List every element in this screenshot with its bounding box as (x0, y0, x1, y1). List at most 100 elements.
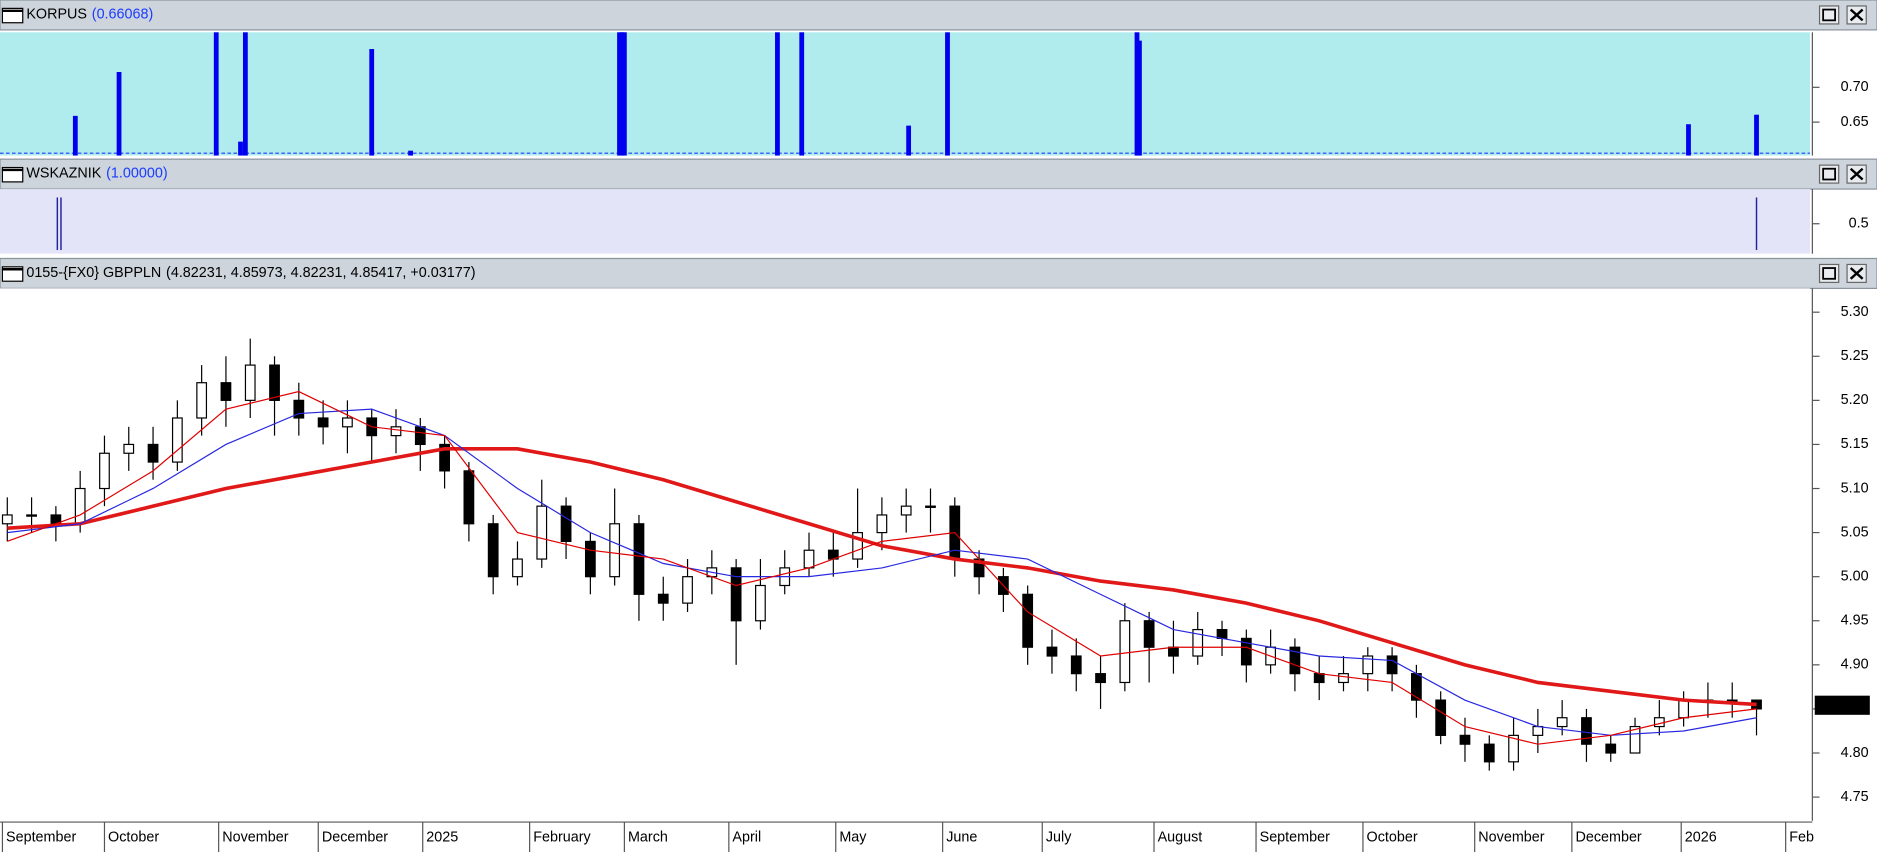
spike (799, 32, 805, 156)
last-price-label: 4.85417 (1816, 697, 1868, 713)
x-tick-label: May (839, 829, 867, 845)
maximize-glyph[interactable] (1822, 167, 1837, 181)
candle-body (1678, 699, 1690, 719)
maximize-glyph[interactable] (1822, 267, 1837, 280)
maximize-button[interactable] (1818, 263, 1840, 284)
panel-title-name: KORPUS (26, 6, 87, 22)
close-glyph[interactable] (1849, 8, 1864, 22)
candle-body (439, 443, 450, 472)
y-tick-label: 5.30 (1841, 304, 1869, 320)
candle-body (1313, 673, 1325, 684)
spike (1134, 32, 1140, 156)
candle-body (1411, 673, 1422, 701)
candle-body (560, 505, 572, 543)
y-tick-label: 4.95 (1841, 613, 1869, 629)
candle-body (1192, 628, 1204, 657)
panel-header (0, 257, 1877, 289)
candle-body (925, 505, 936, 508)
candle-body (1605, 743, 1617, 754)
x-tick-label: October (1367, 829, 1418, 845)
panel-title-name: WSKAZNIK (26, 165, 101, 181)
candle-body (584, 540, 596, 578)
candle-body (269, 364, 280, 401)
moving-average (7, 408, 1757, 736)
x-tick-label: September (6, 829, 76, 845)
candle-body (1483, 743, 1495, 763)
candle-body (1168, 646, 1179, 657)
candle-body (1070, 655, 1082, 675)
candle-body (1022, 593, 1034, 648)
y-tick-label: 0.65 (1841, 114, 1869, 130)
x-tick-label: October (108, 829, 159, 845)
candle-body (1653, 717, 1665, 728)
close-button[interactable] (1846, 164, 1867, 184)
candle-body (196, 382, 208, 419)
candle-body (609, 523, 621, 578)
x-tick-label: August (1158, 829, 1203, 845)
spike (621, 32, 627, 156)
panel-title-value: (4.82231, 4.85973, 4.82231, 4.85417, +0.… (166, 265, 475, 281)
maximize-button[interactable] (1818, 164, 1840, 184)
panel-header (0, 0, 1877, 31)
spike (1686, 124, 1691, 156)
spike (906, 125, 912, 156)
candle-body (803, 549, 815, 569)
candle-body (852, 531, 863, 560)
x-tick-label: 2025 (426, 829, 458, 845)
maximize-button[interactable] (1818, 5, 1840, 25)
y-tick-label: 5.20 (1841, 392, 1869, 408)
candle-body (1338, 673, 1349, 684)
y-tick-label: 0.70 (1841, 79, 1869, 95)
panel-title-value: (1.00000) (106, 165, 167, 181)
candle-body (536, 505, 548, 560)
candle-body (657, 593, 669, 604)
y-tick-label: 0.5 (1849, 216, 1869, 232)
candle-body (1386, 655, 1398, 675)
x-tick-label: April (732, 829, 761, 845)
candle-body (1143, 620, 1155, 648)
candle-body (26, 514, 37, 517)
candle-body (1046, 646, 1058, 657)
candle-body (1508, 734, 1519, 763)
candle-body (99, 452, 110, 490)
x-tick-label: September (1260, 829, 1330, 845)
spike (369, 49, 375, 156)
y-tick-label: 5.00 (1841, 568, 1869, 584)
spike (242, 32, 248, 156)
y-tick-label: 5.05 (1841, 524, 1869, 540)
close-glyph[interactable] (1849, 167, 1864, 181)
plot-background (0, 189, 1810, 254)
candle-body (1216, 628, 1228, 639)
candle-body (123, 443, 135, 454)
candle-body (342, 417, 353, 428)
x-tick-label: Feb (1789, 829, 1814, 845)
candle-body (512, 558, 523, 578)
panel-title-value: (0.66068) (92, 6, 153, 22)
candle-body (487, 523, 499, 578)
candle-body (1095, 673, 1106, 684)
candle-body (1240, 637, 1252, 666)
close-button[interactable] (1846, 263, 1867, 284)
candle-body (463, 470, 475, 525)
y-tick-label: 4.75 (1841, 789, 1869, 805)
candle-body (1362, 655, 1374, 675)
x-tick-label: June (946, 829, 977, 845)
candle-body (171, 417, 183, 463)
candle-body (1, 514, 13, 525)
time-axis (0, 820, 1877, 852)
close-button[interactable] (1846, 5, 1867, 25)
maximize-glyph[interactable] (1822, 8, 1837, 22)
candle-body (1459, 734, 1471, 745)
y-tick-label: 5.10 (1841, 480, 1869, 496)
panel-title: WSKAZNIK (1.00000) (26, 165, 167, 181)
spike (116, 72, 122, 156)
y-tick-label: 5.25 (1841, 348, 1869, 364)
candle-body (633, 523, 645, 595)
panel-title: 0155-{FX0} GBPPLN (4.82231, 4.85973, 4.82… (26, 265, 475, 281)
close-glyph[interactable] (1849, 267, 1864, 280)
spike (617, 32, 622, 156)
candle-body (390, 426, 402, 437)
plot-background (0, 288, 1810, 821)
